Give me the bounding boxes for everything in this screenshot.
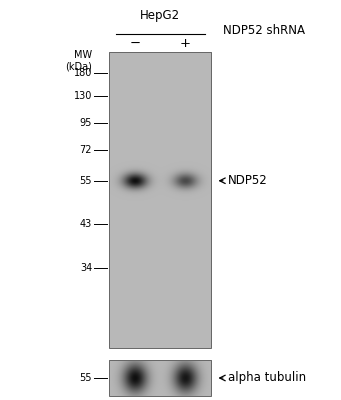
Text: 95: 95 bbox=[80, 118, 92, 128]
Text: MW
(kDa): MW (kDa) bbox=[65, 50, 92, 72]
Text: 130: 130 bbox=[74, 91, 92, 101]
Text: 43: 43 bbox=[80, 219, 92, 229]
Text: alpha tubulin: alpha tubulin bbox=[228, 372, 306, 384]
Bar bbox=[109, 360, 211, 396]
Bar bbox=[109, 52, 211, 348]
Text: 34: 34 bbox=[80, 263, 92, 273]
Text: HepG2: HepG2 bbox=[140, 9, 180, 22]
Text: −: − bbox=[130, 37, 141, 50]
Text: +: + bbox=[180, 37, 191, 50]
Text: NDP52: NDP52 bbox=[228, 174, 268, 187]
Text: 55: 55 bbox=[79, 176, 92, 186]
Text: 72: 72 bbox=[79, 145, 92, 155]
Text: 55: 55 bbox=[79, 373, 92, 383]
Text: 180: 180 bbox=[74, 68, 92, 78]
Text: NDP52 shRNA: NDP52 shRNA bbox=[223, 24, 305, 36]
